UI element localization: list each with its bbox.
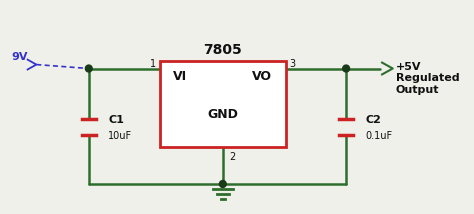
Text: 3: 3	[290, 59, 296, 68]
Text: Regulated: Regulated	[396, 73, 459, 83]
Text: Output: Output	[396, 85, 439, 95]
Text: 9V: 9V	[11, 52, 27, 62]
Text: 2: 2	[229, 152, 236, 162]
Text: 1: 1	[150, 59, 156, 68]
Text: VI: VI	[173, 70, 187, 83]
Text: C2: C2	[365, 115, 382, 125]
Text: VO: VO	[252, 70, 273, 83]
Text: 10uF: 10uF	[108, 131, 132, 141]
Text: +5V: +5V	[396, 62, 421, 71]
Text: 7805: 7805	[203, 43, 242, 57]
Text: C1: C1	[108, 115, 124, 125]
Circle shape	[219, 181, 226, 187]
Bar	[160, 61, 286, 147]
Circle shape	[85, 65, 92, 72]
Text: GND: GND	[207, 108, 238, 121]
Text: 0.1uF: 0.1uF	[365, 131, 392, 141]
Circle shape	[343, 65, 349, 72]
